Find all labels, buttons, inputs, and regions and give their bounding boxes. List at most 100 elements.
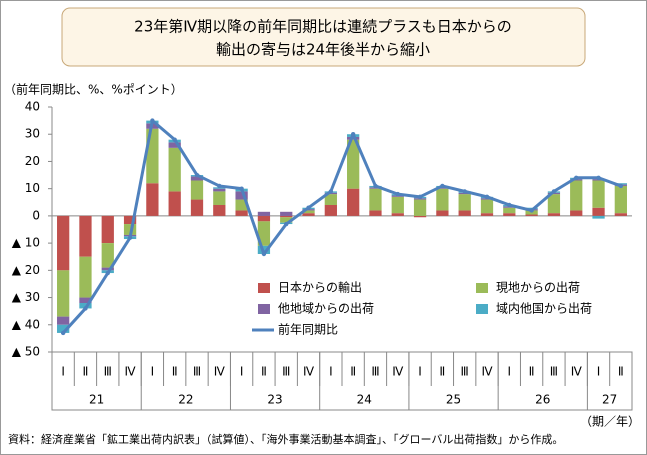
bar <box>79 256 92 298</box>
legend-swatch <box>476 283 488 293</box>
line-marker <box>529 208 534 213</box>
line-marker <box>105 270 110 276</box>
bar <box>213 188 226 192</box>
bar <box>436 188 449 211</box>
x-tick-label: Ⅲ <box>104 365 112 379</box>
bar <box>280 211 293 216</box>
x-tick-label: Ⅲ <box>193 365 201 379</box>
legend-swatch <box>476 304 488 314</box>
legend-label: 日本からの輸出 <box>278 280 362 295</box>
line-marker <box>551 189 557 194</box>
x-tick-label: Ⅰ <box>329 365 333 379</box>
line-marker <box>261 251 267 257</box>
x-tick-label: Ⅰ <box>240 365 244 379</box>
source-note: 資料：経済産業省「鉱工業出荷内訳表」（試算値）、「海外事業活動基本調査」、「グロ… <box>8 432 563 446</box>
line-marker <box>127 235 133 240</box>
x-group-label: 21 <box>89 393 104 407</box>
x-group-label: 23 <box>267 393 282 407</box>
x-tick-label: Ⅱ <box>261 365 267 379</box>
x-group-label: 22 <box>178 393 193 407</box>
bar <box>302 210 315 214</box>
legend-swatch <box>258 304 270 314</box>
bar <box>257 221 271 246</box>
x-tick-label: Ⅰ <box>597 365 601 379</box>
y-axis-label: （前年同期比、%、%ポイント） <box>4 82 183 97</box>
bar <box>101 215 114 244</box>
bar <box>503 207 516 214</box>
bar <box>190 199 204 216</box>
x-tick-label: Ⅱ <box>83 365 89 379</box>
x-tick-label: Ⅱ <box>350 365 356 379</box>
x-tick-label: Ⅳ <box>125 365 136 379</box>
bar <box>280 217 293 223</box>
y-tick-label: 20 <box>25 154 40 168</box>
line-marker <box>172 137 177 142</box>
bar <box>547 213 561 216</box>
x-tick-label: Ⅰ <box>418 365 422 379</box>
y-tick-label: ▲ 10 <box>12 236 40 250</box>
bar <box>458 194 471 211</box>
line-marker <box>596 175 601 180</box>
x-tick-label: Ⅱ <box>172 365 178 379</box>
x-tick-label: Ⅳ <box>481 365 492 379</box>
bar <box>57 324 70 333</box>
bar <box>257 211 271 216</box>
bar <box>257 215 271 222</box>
x-tick-label: Ⅱ <box>618 365 624 379</box>
x-tick-label: Ⅲ <box>371 365 379 379</box>
bar <box>592 180 605 208</box>
x-tick-label: Ⅰ <box>508 365 512 379</box>
bar <box>190 180 204 200</box>
bar <box>79 297 92 303</box>
x-axis-label: （期／年） <box>580 415 640 429</box>
line-marker <box>60 330 66 336</box>
y-tick-label: 40 <box>25 100 40 114</box>
x-tick-label: Ⅲ <box>282 365 290 379</box>
bar <box>614 185 627 214</box>
legend-swatch <box>258 283 270 293</box>
bar <box>458 210 471 216</box>
x-group-label: 27 <box>602 393 617 407</box>
legend-label: 他地域からの出荷 <box>278 302 374 316</box>
bar <box>123 215 137 225</box>
line-marker <box>284 221 289 227</box>
bar <box>547 194 561 214</box>
x-tick-label: Ⅳ <box>392 365 403 379</box>
x-tick-label: Ⅱ <box>529 365 535 379</box>
line-marker <box>328 189 334 194</box>
x-group-label: 26 <box>535 393 550 407</box>
bar <box>57 270 70 317</box>
line-marker <box>417 194 423 200</box>
line-marker <box>373 183 378 189</box>
line-marker <box>217 183 222 189</box>
line-marker <box>83 306 88 311</box>
y-tick-label: ▲ 40 <box>12 317 40 331</box>
bar <box>146 183 159 216</box>
bar <box>592 207 605 216</box>
x-tick-label: Ⅲ <box>550 365 558 379</box>
legend-label: 域内他国から出荷 <box>496 302 592 316</box>
bar <box>570 210 583 216</box>
bar <box>324 194 337 205</box>
line-marker <box>150 118 155 123</box>
bar <box>168 147 181 192</box>
bar <box>369 210 382 216</box>
line-marker <box>574 175 579 180</box>
bar <box>347 139 360 189</box>
bar <box>235 199 248 211</box>
y-tick-label: ▲ 30 <box>12 290 40 304</box>
line-marker <box>350 132 356 137</box>
bar <box>101 243 114 268</box>
bar <box>168 191 181 216</box>
bar <box>324 205 337 216</box>
legend-label: 前年同期比 <box>278 322 338 337</box>
bar <box>213 191 226 205</box>
y-tick-label: 30 <box>25 127 40 141</box>
bar <box>235 210 248 216</box>
bar <box>369 188 382 211</box>
bar <box>413 215 427 218</box>
title-box <box>61 7 586 67</box>
y-tick-label: ▲ 50 <box>12 345 40 359</box>
